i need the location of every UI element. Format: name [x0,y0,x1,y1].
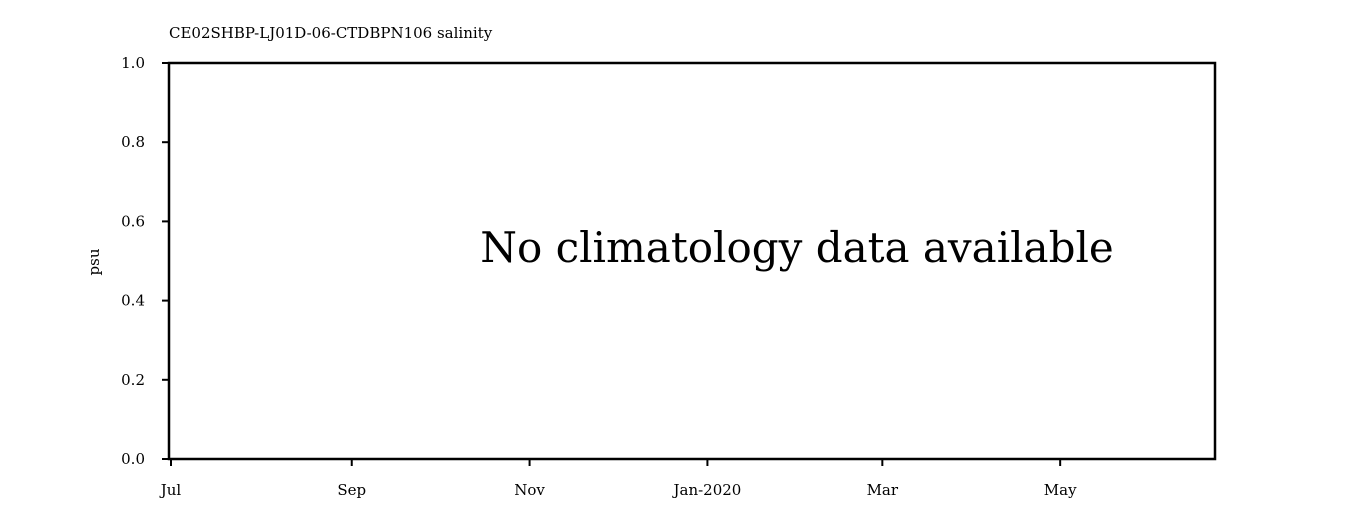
x-tick-label: May [1044,481,1077,499]
y-tick-label: 0.8 [121,133,145,151]
plot-frame [167,61,1217,461]
x-tick-label: Mar [867,481,899,499]
x-tick-label: Sep [337,481,366,499]
chart-title: CE02SHBP-LJ01D-06-CTDBPN106 salinity [169,24,493,42]
y-axis-label: psu [85,248,103,275]
y-tick-label: 0.0 [121,450,145,468]
x-tick-label: Jul [159,481,182,499]
no-data-message: No climatology data available [480,223,1114,272]
y-tick-label: 0.2 [121,371,145,389]
y-tick-label: 0.4 [121,292,145,310]
x-tick-label: Nov [514,481,545,499]
x-axis: Jul Sep Nov Jan-2020 Mar May [159,459,1077,499]
y-tick-label: 1.0 [121,54,145,72]
y-axis: 0.0 0.2 0.4 0.6 0.8 1.0 [121,54,169,468]
y-tick-label: 0.6 [121,212,145,230]
x-tick-label: Jan-2020 [671,481,741,499]
